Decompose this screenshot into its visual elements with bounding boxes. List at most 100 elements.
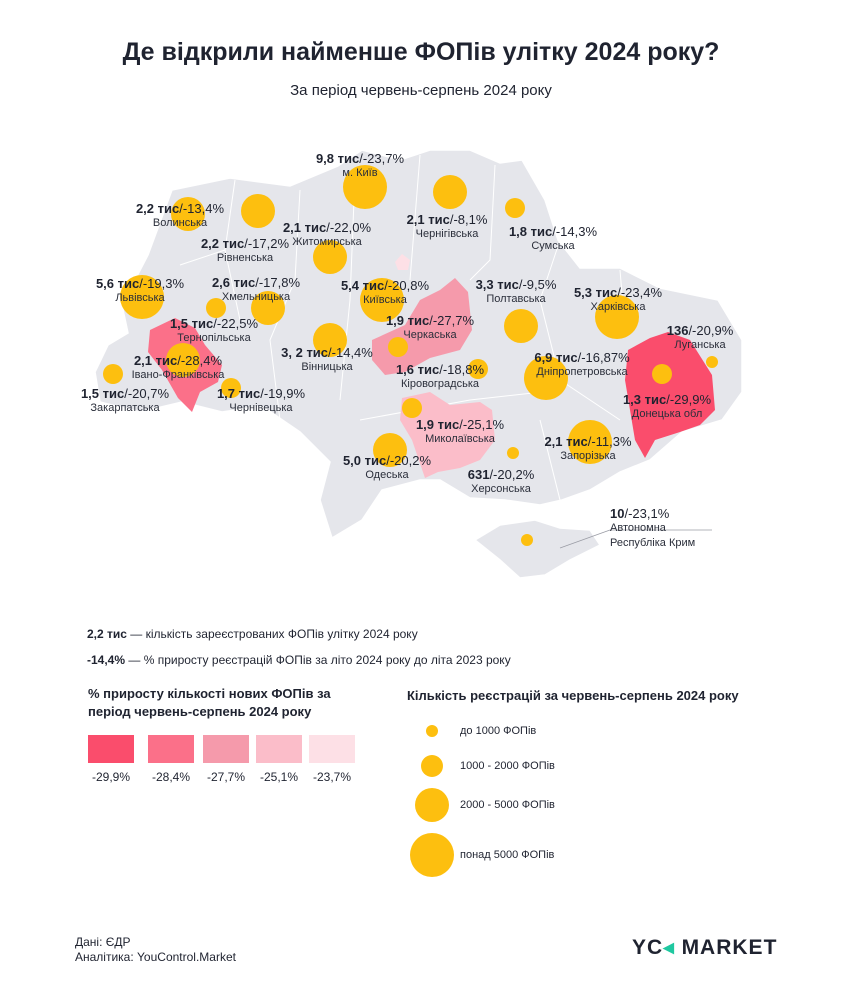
- region-label: 1,7 тис/-19,9% Чернівецька: [217, 386, 305, 416]
- logo-left: YC: [632, 936, 664, 959]
- source-data: Дані: ЄДР: [75, 935, 131, 949]
- ukraine-map: [94, 149, 743, 579]
- region-pct: /-14,4%: [328, 345, 373, 360]
- legend-swatch-label: -27,7%: [206, 770, 246, 784]
- region-label: 9,8 тис/-23,7% м. Київ: [316, 151, 404, 181]
- region-label: 136/-20,9% Луганська: [667, 323, 734, 353]
- region-name: Харківська: [590, 301, 646, 313]
- region-pct: /-19,3%: [139, 276, 185, 291]
- region-pct: /-16,87%: [577, 350, 630, 365]
- region-pct: /-20,8%: [384, 278, 430, 293]
- logo-mark: ◂: [663, 936, 675, 959]
- crimea-shape: [473, 519, 602, 579]
- legend-swatch-label: -28,4%: [151, 770, 191, 784]
- region-name: Вінницька: [301, 361, 353, 373]
- bubble: [313, 323, 347, 357]
- region-count: 1,9 тис: [415, 417, 460, 432]
- legend-pct-title-line1: % приросту кількості нових ФОПів за: [88, 686, 331, 701]
- legend-pct-title: % приросту кількості нових ФОПів за періо…: [88, 685, 331, 721]
- region-value: 5,6 тис/-19,3%: [96, 276, 184, 291]
- region-pct: /-23,1%: [624, 506, 670, 521]
- region-name: Сумська: [531, 240, 575, 252]
- region-label: 1,6 тис/-18,8% Кіровоградська: [396, 362, 484, 392]
- region-name: м. Київ: [342, 167, 378, 179]
- region-value: 2,1 тис/-28,4%: [132, 353, 225, 368]
- bubble: [433, 175, 467, 209]
- region-kyiv-city-shade: [395, 254, 410, 270]
- bubble: [171, 197, 205, 231]
- region-value: 3, 2 тис/-14,4%: [281, 345, 373, 360]
- bubble: [468, 359, 488, 379]
- crimea-leader-line: [559, 529, 611, 549]
- region-pct: /-11,3%: [587, 434, 632, 449]
- region-name: Запорізька: [560, 450, 616, 462]
- note-pct: -14,4% — % приросту реєстрацій ФОПів за …: [87, 653, 511, 667]
- bubble: [343, 165, 387, 209]
- region-count: 2,1 тис: [406, 212, 450, 227]
- region-value: 3,3 тис/-9,5%: [476, 277, 557, 292]
- region-label: 3, 2 тис/-14,4% Вінницька: [281, 345, 373, 375]
- bubble: [221, 378, 241, 398]
- region-count: 2,2 тис: [200, 236, 245, 251]
- region-name: Чернігівська: [415, 228, 479, 240]
- region-name: Волинська: [152, 217, 208, 229]
- region-count: 1,3 тис: [622, 392, 667, 407]
- region-name: Закарпатська: [90, 402, 160, 414]
- legend-size-label: 2000 - 5000 ФОПів: [460, 799, 555, 811]
- region-count: 3, 2 тис: [281, 345, 329, 360]
- region-label: 2,1 тис/-22,0% Житомирська: [283, 220, 371, 250]
- region-label: 5,3 тис/-23,4% Харківська: [574, 285, 662, 315]
- legend-swatch: [88, 735, 134, 763]
- region-pct: /-19,9%: [260, 386, 306, 401]
- bubbles: [103, 165, 718, 546]
- region-count: 2,1 тис: [544, 434, 588, 449]
- legend-size-label: 1000 - 2000 ФОПів: [460, 760, 555, 772]
- region-count: 2,6 тис: [211, 275, 256, 290]
- bubble: [388, 337, 408, 357]
- region-count: 5,4 тис: [340, 278, 385, 293]
- region-value: 1,8 тис/-14,3%: [509, 224, 597, 239]
- region-value: 5,4 тис/-20,8%: [341, 278, 429, 293]
- region-pct: /-20,2%: [489, 467, 535, 482]
- region-pct: /-22,5%: [213, 316, 259, 331]
- region-pct: /-23,4%: [617, 285, 663, 300]
- region-pct: /-20,7%: [124, 386, 170, 401]
- note-count-example: 2,2 тис: [87, 627, 127, 641]
- region-label: 2,6 тис/-17,8% Хмельницька: [212, 275, 300, 305]
- region-label: 3,3 тис/-9,5% Полтавська: [476, 277, 557, 307]
- region-label: 1,9 тис/-27,7% Черкаська: [386, 313, 474, 343]
- region-value: 1,9 тис/-25,1%: [416, 417, 504, 432]
- region-value: 631/-20,2%: [468, 467, 535, 482]
- region-count: 2,1 тис: [282, 220, 327, 235]
- region-name: Миколаївська: [425, 433, 495, 445]
- region-name: Херсонська: [471, 483, 531, 495]
- note-pct-text: — % приросту реєстрацій ФОПів за літо 20…: [125, 653, 511, 667]
- legend-swatch: [203, 735, 249, 763]
- region-value: 2,6 тис/-17,8%: [212, 275, 300, 290]
- legend-swatch: [309, 735, 355, 763]
- region-label: 1,3 тис/-29,9% Донецька обл: [623, 392, 711, 422]
- note-pct-example: -14,4%: [87, 653, 126, 667]
- region-value: 9,8 тис/-23,7%: [316, 151, 404, 166]
- bubble: [120, 275, 164, 319]
- legend-size-label: до 1000 ФОПів: [460, 725, 537, 737]
- bubble: [521, 534, 533, 546]
- region-pct: /-25,1%: [459, 417, 505, 432]
- region-label: 2,2 тис/-17,2% Рівненська: [201, 236, 289, 266]
- legend-pct-title-line2: період червень-серпень 2024 року: [88, 704, 312, 719]
- region-value: 136/-20,9%: [667, 323, 734, 338]
- region-count: 2,1 тис: [133, 353, 178, 368]
- region-count: 5,6 тис: [95, 276, 140, 291]
- region-name: Івано-Франківська: [131, 369, 225, 381]
- region-value: 1,6 тис/-18,8%: [396, 362, 484, 377]
- region-label: 5,6 тис/-19,3% Львівська: [96, 276, 184, 306]
- region-pct: /-17,8%: [255, 275, 301, 290]
- region-name: Одеська: [365, 469, 409, 481]
- region-name: Донецька обл: [631, 408, 703, 420]
- region-value: 6,9 тис/-16,87%: [534, 350, 629, 365]
- region-label: 2,1 тис/-8,1% Чернігівська: [407, 212, 488, 242]
- bubble: [504, 309, 538, 343]
- region-pct: /-20,2%: [386, 453, 432, 468]
- region-name: Автономна Республіка Крим: [610, 522, 696, 549]
